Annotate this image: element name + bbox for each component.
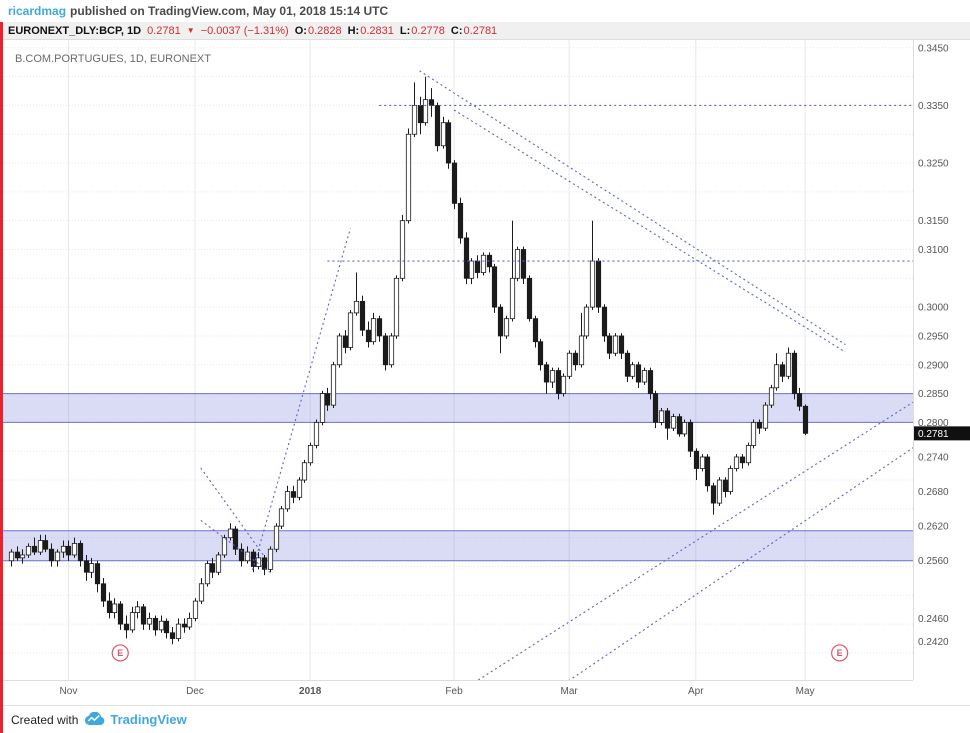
ohlc-close-label: C: <box>450 24 463 37</box>
svg-text:Nov: Nov <box>60 686 78 697</box>
svg-text:0.3000: 0.3000 <box>918 303 949 314</box>
ohlc-open: O: 0.2828 <box>295 25 342 37</box>
svg-text:0.2900: 0.2900 <box>918 360 949 371</box>
svg-text:E: E <box>117 648 123 658</box>
svg-text:Dec: Dec <box>186 686 204 697</box>
ohlc-high-label: H: <box>347 24 360 37</box>
svg-text:0.2740: 0.2740 <box>918 452 949 463</box>
drawings-layer <box>200 70 913 680</box>
price-change: −0.0037 (−1.31%) <box>200 24 289 37</box>
svg-text:0.3100: 0.3100 <box>918 245 949 256</box>
svg-text:May: May <box>796 686 815 697</box>
svg-text:0.3350: 0.3350 <box>918 101 949 112</box>
publish-text: published on TradingView.com, May 01, 20… <box>70 4 389 18</box>
ohlc-low-value: 0.2778 <box>411 24 445 37</box>
svg-text:B.COM.PORTUGUES, 1D, EURONEXT: B.COM.PORTUGUES, 1D, EURONEXT <box>15 53 211 65</box>
svg-text:0.3450: 0.3450 <box>918 43 949 54</box>
svg-text:0.2950: 0.2950 <box>918 331 949 342</box>
svg-text:2018: 2018 <box>299 686 322 697</box>
ohlc-low-label: L: <box>399 24 411 37</box>
tradingview-logo-icon <box>85 712 105 725</box>
ohlc-open-value: 0.2828 <box>307 24 342 37</box>
tradingview-link[interactable]: TradingView <box>84 712 187 727</box>
svg-text:E: E <box>837 648 843 658</box>
svg-text:Feb: Feb <box>445 686 463 697</box>
svg-text:0.3250: 0.3250 <box>918 159 949 170</box>
chart-area[interactable]: E E 0.3450 0.3350 0.3250 0.3150 0.3100 0.3000 0.… <box>3 40 970 705</box>
symbol-name: EURONEXT_DLY:BCP, 1D <box>8 24 142 37</box>
snapshot-frame: EURONEXT_DLY:BCP, 1D 0.2781 ▼ −0.0037 (−… <box>0 22 970 733</box>
svg-text:0.2560: 0.2560 <box>918 556 949 567</box>
ohlc-close-value: 0.2781 <box>463 24 498 37</box>
tradingview-label: TradingView <box>110 712 187 727</box>
time-axis: Nov Dec 2018 Feb Mar Apr May <box>60 686 815 697</box>
svg-text:0.3150: 0.3150 <box>918 216 949 227</box>
svg-text:Apr: Apr <box>688 686 704 697</box>
price-bands-layer <box>3 393 913 562</box>
author-link[interactable]: ricardmag <box>8 4 67 18</box>
footer-bar: Created with TradingView <box>3 705 970 733</box>
last-price: 0.2781 <box>147 24 181 37</box>
ohlc-high: H: 0.2831 <box>348 25 394 37</box>
svg-text:0.2680: 0.2680 <box>918 487 949 498</box>
ohlc-low: L: 0.2778 <box>400 25 445 37</box>
candles-layer <box>8 76 809 645</box>
symbol-info-bar: EURONEXT_DLY:BCP, 1D 0.2781 ▼ −0.0037 (−… <box>3 22 970 40</box>
svg-text:0.2460: 0.2460 <box>918 614 949 625</box>
candlestick-chart[interactable]: E E0.34500.33500.32500.31500.31000.30000.… <box>3 40 970 705</box>
svg-text:0.2800: 0.2800 <box>918 418 949 429</box>
svg-text:0.2420: 0.2420 <box>918 637 949 648</box>
chart-legend: B.COM.PORTUGUES, 1D, EURONEXT <box>15 53 211 65</box>
price-axis: 0.3450 0.3350 0.3250 0.3150 0.3100 0.3000 0.29… <box>3 40 970 705</box>
down-arrow-icon: ▼ <box>186 25 195 35</box>
svg-text:0.2620: 0.2620 <box>918 522 949 533</box>
publish-bar: ricardmag published on TradingView.com, … <box>0 0 970 22</box>
svg-text:Mar: Mar <box>561 686 579 697</box>
created-with-text: Created with <box>11 712 79 727</box>
ohlc-open-label: O: <box>294 24 307 37</box>
ohlc-high-value: 0.2831 <box>360 24 394 37</box>
ohlc-close: C: 0.2781 <box>451 25 497 37</box>
svg-text:0.2781: 0.2781 <box>918 429 949 440</box>
svg-text:0.2850: 0.2850 <box>918 389 949 400</box>
